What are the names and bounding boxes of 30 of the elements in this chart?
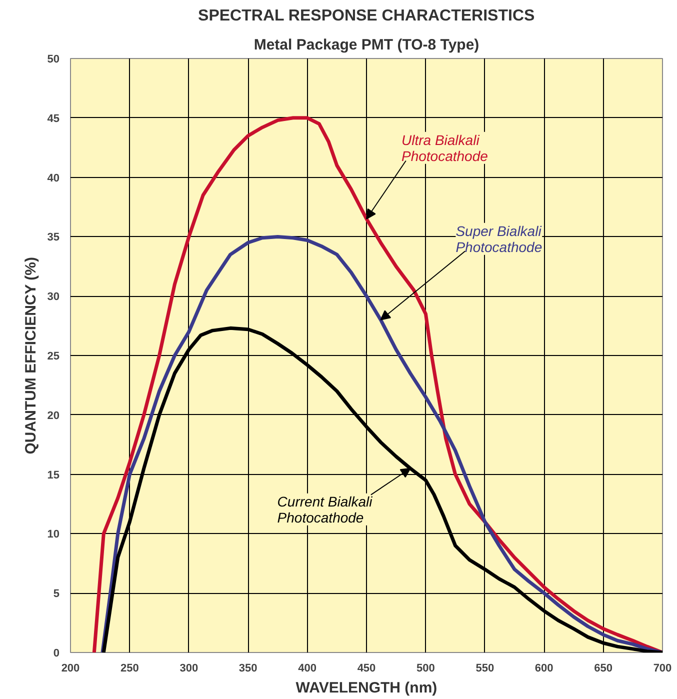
x-tick-label: 700	[653, 662, 672, 674]
y-tick-label: 40	[47, 172, 60, 184]
x-tick-label: 500	[416, 662, 435, 674]
x-tick-label: 200	[61, 662, 80, 674]
x-axis-title: WAVELENGTH (nm)	[296, 680, 438, 696]
y-tick-label: 25	[47, 350, 60, 362]
text: Ultra Bialkali Photocathode	[402, 132, 488, 164]
x-tick-label: 250	[120, 662, 139, 674]
x-tick-label: 400	[298, 662, 316, 674]
y-tick-label: 5	[53, 588, 60, 600]
x-tick-label: 350	[238, 662, 258, 674]
y-axis-title: QUANTUM EFFICIENCY (%)	[22, 257, 40, 454]
x-tick-label: 650	[594, 662, 612, 674]
x-tick-label: 600	[534, 662, 554, 674]
y-tick-label: 35	[47, 232, 60, 244]
chart-title: SPECTRAL RESPONSE CHARACTERISTICS	[198, 8, 535, 24]
x-tick-label: 300	[180, 662, 198, 674]
y-tick-label: 45	[47, 112, 60, 125]
line-series	[92, 116, 662, 652]
y-tick-label: 15	[47, 469, 60, 482]
text: Super Bialkali Photocathode	[456, 222, 542, 255]
x-tick-label: 550	[476, 662, 494, 674]
y-tick-label: 50	[47, 54, 60, 66]
y-tick-label: 30	[47, 291, 60, 304]
chart-subtitle: Metal Package PMT (TO-8 Type)	[254, 36, 480, 54]
y-tick-label: 20	[47, 410, 60, 422]
y-tick-label: 10	[47, 528, 60, 541]
text: Current Bialkali Photocathode	[277, 493, 374, 526]
y-tick-label: 0	[53, 648, 60, 660]
x-tick-label: 450	[357, 662, 376, 674]
